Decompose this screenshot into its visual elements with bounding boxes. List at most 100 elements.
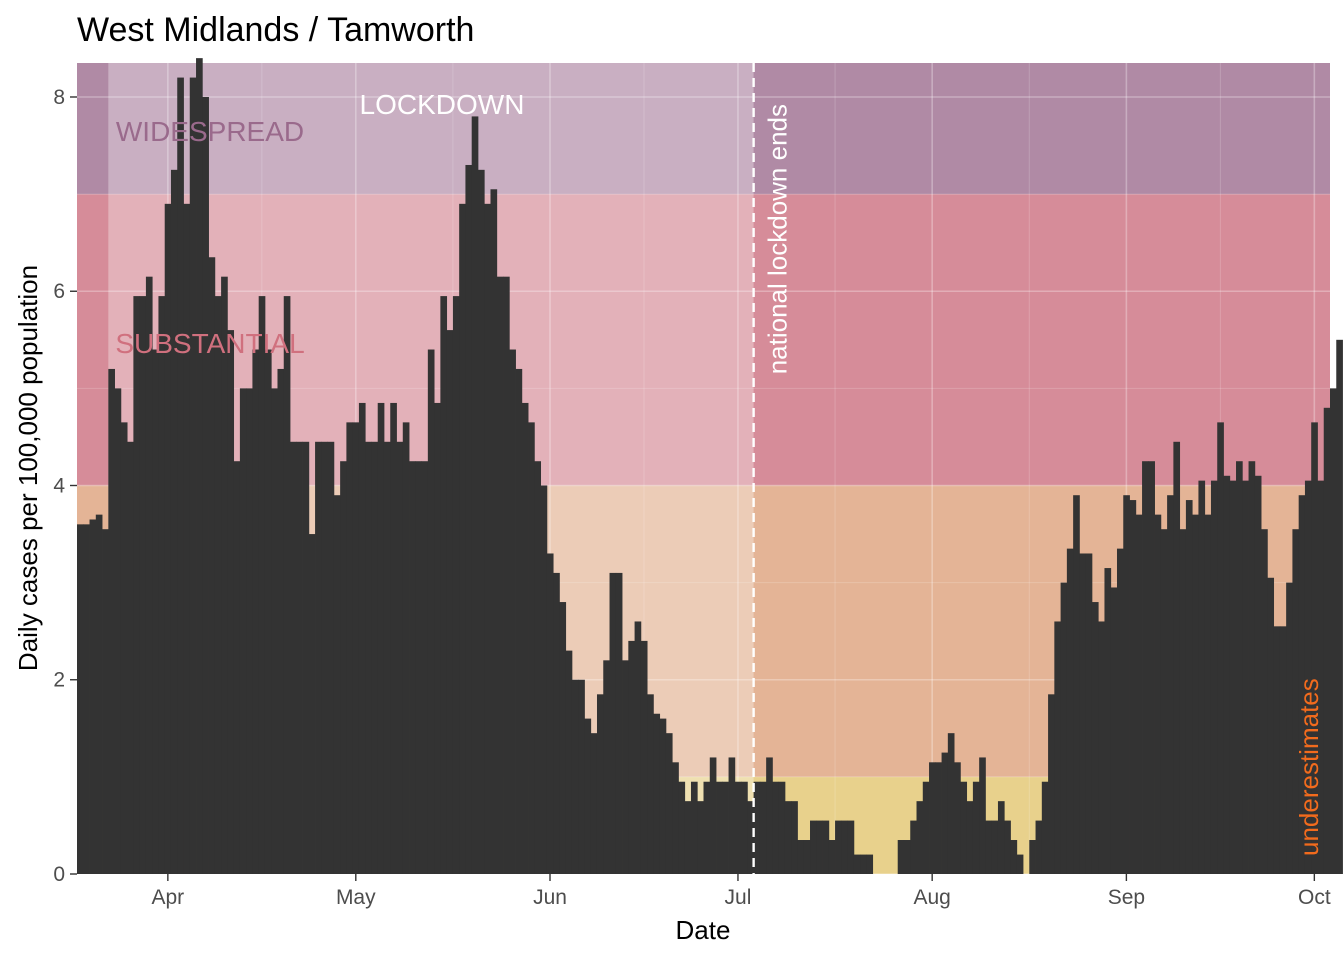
bar — [315, 441, 322, 874]
bar — [734, 781, 742, 874]
band-3 — [77, 63, 1330, 195]
bar — [1292, 529, 1300, 874]
bar — [1223, 475, 1231, 874]
bar — [1311, 422, 1318, 874]
bar — [791, 801, 798, 874]
bar — [95, 514, 103, 874]
bar — [1110, 587, 1118, 874]
bar — [1129, 500, 1137, 874]
bar — [1185, 500, 1193, 874]
bar — [853, 854, 861, 874]
bar — [1323, 407, 1331, 874]
bar — [1041, 781, 1049, 874]
bar — [509, 349, 516, 874]
bar — [1116, 548, 1124, 874]
bar — [709, 757, 717, 874]
bar — [1142, 461, 1149, 874]
bar — [340, 461, 347, 874]
bar — [1217, 422, 1224, 874]
bar — [1123, 495, 1130, 874]
bar — [954, 762, 961, 874]
bar — [772, 781, 780, 874]
bar — [603, 660, 610, 874]
bar — [672, 762, 679, 874]
bar — [365, 441, 372, 874]
bar — [390, 402, 397, 874]
bar — [402, 422, 410, 874]
bar — [941, 752, 949, 874]
bar — [1304, 480, 1312, 874]
bar — [427, 349, 435, 874]
bar — [1286, 582, 1293, 874]
bar — [1104, 568, 1112, 874]
x-tick-label-3: Jul — [725, 886, 752, 909]
bar — [1010, 840, 1018, 874]
bar — [120, 422, 128, 874]
bar — [164, 203, 172, 874]
bars — [77, 58, 1343, 875]
bar — [1004, 820, 1011, 874]
bar — [1267, 577, 1275, 874]
bar — [803, 840, 811, 874]
bar — [747, 801, 755, 874]
bar — [1167, 495, 1174, 874]
bar — [1154, 514, 1162, 874]
bar — [703, 781, 711, 874]
bar — [778, 781, 786, 874]
bar — [465, 164, 473, 874]
bar — [1054, 621, 1062, 874]
bar — [196, 58, 203, 874]
bar — [371, 441, 379, 874]
bar — [1248, 461, 1256, 874]
bar — [565, 650, 573, 874]
bar — [540, 485, 548, 874]
bar — [684, 801, 692, 874]
bar — [271, 388, 278, 874]
bar — [866, 854, 874, 874]
bar — [1029, 840, 1036, 874]
bar — [1236, 461, 1243, 874]
bar — [1279, 626, 1287, 874]
bar — [784, 801, 792, 874]
bar — [227, 330, 235, 874]
bar — [290, 441, 297, 874]
y-tick-label-3: 6 — [53, 280, 65, 303]
bar — [145, 276, 153, 874]
band-label-3: WIDESPREAD — [116, 116, 304, 147]
bar — [578, 679, 585, 874]
bar — [991, 820, 999, 874]
bar — [490, 189, 498, 874]
bar — [947, 733, 955, 874]
bar — [258, 296, 266, 874]
bar — [396, 441, 404, 874]
bar — [979, 757, 986, 874]
bar — [571, 679, 579, 874]
annotations: national lockdown ends LOCKDOWN SUBSTANTIA… — [115, 63, 1324, 874]
bar — [634, 621, 642, 874]
bar — [283, 296, 291, 874]
bar — [966, 801, 974, 874]
bar — [158, 296, 166, 874]
bar — [622, 660, 629, 874]
x-axis-title: Date — [676, 915, 731, 945]
band-label-2: SUBSTANTIAL — [115, 328, 304, 359]
underestimates-label: underestimates — [1294, 678, 1324, 856]
bar — [741, 781, 748, 874]
bar — [640, 640, 648, 874]
bar — [139, 296, 147, 874]
y-tick-label-0: 0 — [53, 863, 65, 886]
bar — [152, 349, 159, 874]
bar — [503, 276, 510, 874]
bar — [221, 276, 228, 874]
bar — [358, 402, 366, 874]
bar — [1035, 820, 1043, 874]
bar — [409, 461, 416, 874]
bar — [534, 461, 542, 874]
bar — [1261, 529, 1268, 874]
bar — [208, 257, 216, 875]
bar — [916, 801, 924, 874]
bar — [922, 781, 930, 874]
bar — [985, 820, 993, 874]
bar — [1079, 553, 1087, 874]
